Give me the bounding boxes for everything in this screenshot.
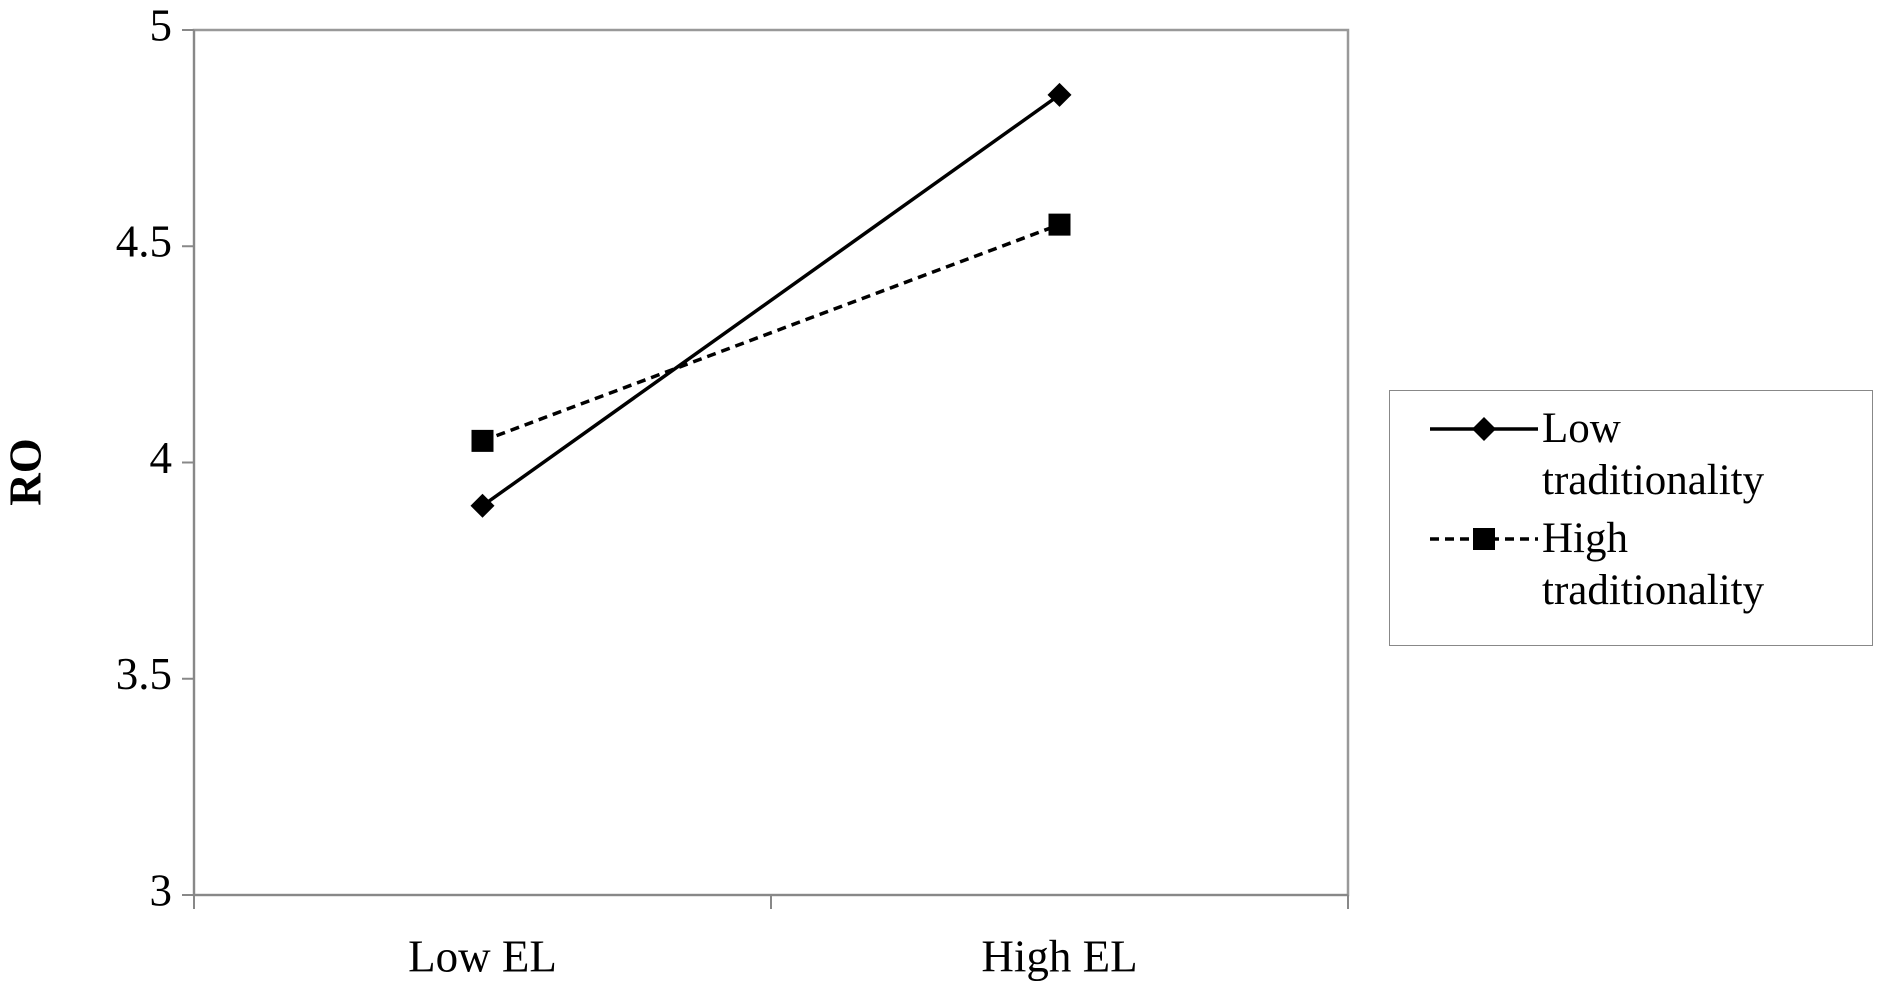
marker — [471, 429, 494, 452]
legend-swatch — [1430, 417, 1538, 441]
legend-label: High traditionality — [1542, 515, 1765, 614]
legend-entry: Low traditionality — [1430, 403, 1872, 507]
legend-label: Low traditionality — [1542, 405, 1765, 504]
legend-swatch — [1430, 528, 1538, 550]
y-tick-label: 4 — [150, 433, 173, 483]
y-tick-label: 5 — [150, 0, 173, 50]
series-line — [481, 93, 1061, 508]
x-tick-label: High EL — [981, 931, 1137, 981]
legend-marker — [1473, 528, 1495, 550]
marker — [1048, 213, 1071, 236]
y-tick-label: 3.5 — [116, 649, 172, 699]
series-line — [481, 222, 1061, 443]
x-tick-label: Low EL — [408, 931, 557, 981]
plot-frame — [192, 28, 1350, 897]
y-axis-label: RO — [0, 438, 50, 506]
marker — [470, 493, 495, 518]
legend-marker — [1472, 417, 1496, 441]
y-tick-label: 4.5 — [116, 217, 172, 267]
legend: Low traditionality High traditionality — [1389, 390, 1873, 646]
y-tick-label: 3 — [150, 865, 173, 915]
legend-entry: High traditionality — [1430, 513, 1872, 617]
marker — [1047, 82, 1072, 107]
